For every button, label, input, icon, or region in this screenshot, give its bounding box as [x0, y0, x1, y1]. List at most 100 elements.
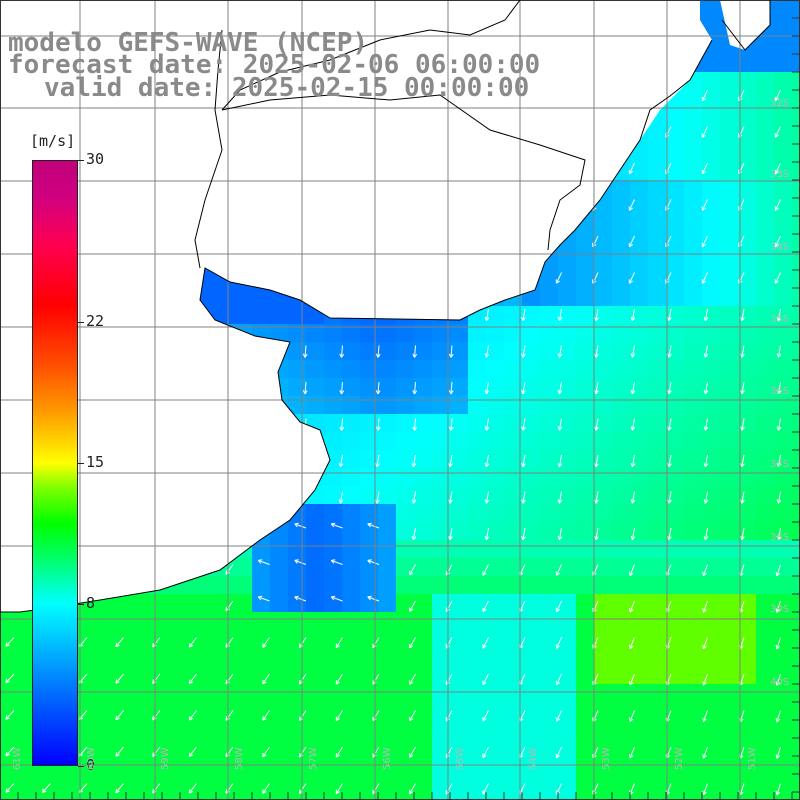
wind-cell	[774, 36, 793, 55]
wind-cell	[594, 486, 613, 505]
wind-cell	[288, 630, 307, 649]
wind-cell	[576, 630, 595, 649]
wind-cell	[684, 630, 703, 649]
wind-cell	[324, 594, 343, 613]
wind-cell	[720, 648, 739, 667]
wind-cell	[630, 702, 649, 721]
wind-cell	[342, 504, 361, 523]
wind-cell	[576, 540, 595, 559]
wind-cell	[702, 486, 721, 505]
wind-cell	[522, 486, 541, 505]
wind-cell	[666, 630, 685, 649]
wind-cell	[648, 198, 667, 217]
wind-cell	[684, 522, 703, 541]
wind-cell	[378, 594, 397, 613]
wind-cell	[360, 540, 379, 559]
wind-cell	[720, 774, 739, 793]
wind-cell	[522, 540, 541, 559]
wind-cell	[522, 774, 541, 793]
wind-cell	[702, 144, 721, 163]
wind-cell	[288, 720, 307, 739]
wind-cell	[162, 738, 181, 757]
wind-cell	[630, 504, 649, 523]
wind-arrow	[115, 673, 124, 684]
wind-cell	[630, 630, 649, 649]
wind-cell	[684, 180, 703, 199]
wind-cell	[738, 360, 757, 379]
colorbar-tick-label: 30	[86, 150, 105, 168]
wind-cell	[576, 738, 595, 757]
wind-cell	[324, 324, 343, 343]
wind-cell	[594, 324, 613, 343]
wind-cell	[324, 540, 343, 559]
wind-cell	[738, 576, 757, 595]
wind-cell	[252, 540, 271, 559]
wind-cell	[558, 720, 577, 739]
wind-cell	[648, 720, 667, 739]
wind-cell	[522, 468, 541, 487]
wind-cell	[396, 540, 415, 559]
wind-cell	[576, 396, 595, 415]
wind-cell	[126, 720, 145, 739]
wind-cell	[486, 414, 505, 433]
wind-cell	[612, 612, 631, 631]
wind-cell	[396, 720, 415, 739]
wind-cell	[288, 306, 307, 325]
wind-cell	[666, 558, 685, 577]
wind-arrow	[375, 381, 381, 395]
wind-cell	[342, 738, 361, 757]
wind-cell	[576, 360, 595, 379]
wind-cell	[612, 216, 631, 235]
wind-cell	[468, 576, 487, 595]
wind-cell	[756, 72, 775, 91]
wind-cell	[558, 630, 577, 649]
wind-cell	[792, 216, 800, 235]
wind-arrow	[629, 746, 635, 759]
wind-arrow	[740, 418, 745, 431]
wind-cell	[558, 432, 577, 451]
wind-arrow	[412, 345, 418, 358]
wind-cell	[486, 540, 505, 559]
wind-cell	[756, 360, 775, 379]
wind-cell	[684, 702, 703, 721]
wind-cell	[414, 648, 433, 667]
wind-cell	[126, 666, 145, 685]
wind-cell	[486, 774, 505, 793]
wind-cell	[522, 720, 541, 739]
wind-cell	[252, 648, 271, 667]
wind-cell	[792, 54, 800, 73]
wind-cell	[234, 774, 253, 793]
wind-cell	[756, 468, 775, 487]
wind-cell	[540, 414, 559, 433]
wind-cell	[720, 216, 739, 235]
wind-arrow	[482, 637, 489, 649]
wind-cell	[216, 612, 235, 631]
wind-cell	[648, 360, 667, 379]
wind-cell	[594, 612, 613, 631]
wind-arrow	[482, 746, 489, 759]
wind-cell	[270, 594, 289, 613]
wind-cell	[522, 702, 541, 721]
wind-cell	[612, 792, 631, 800]
wind-cell	[612, 252, 631, 271]
wind-cell	[450, 342, 469, 361]
wind-cell	[216, 666, 235, 685]
wind-cell	[468, 450, 487, 469]
wind-cell	[324, 720, 343, 739]
wind-cell	[360, 702, 379, 721]
wind-cell	[738, 126, 757, 145]
wind-arrow	[367, 522, 380, 529]
wind-cell	[702, 90, 721, 109]
wind-cell	[756, 198, 775, 217]
wind-cell	[216, 702, 235, 721]
wind-cell	[468, 414, 487, 433]
wind-cell	[792, 576, 800, 595]
wind-cell	[738, 504, 757, 523]
wind-cell	[396, 630, 415, 649]
wind-cell	[648, 288, 667, 307]
wind-cell	[234, 738, 253, 757]
wind-cell	[720, 702, 739, 721]
wind-cell	[360, 378, 379, 397]
wind-arrow	[555, 564, 562, 576]
wind-cell	[792, 306, 800, 325]
